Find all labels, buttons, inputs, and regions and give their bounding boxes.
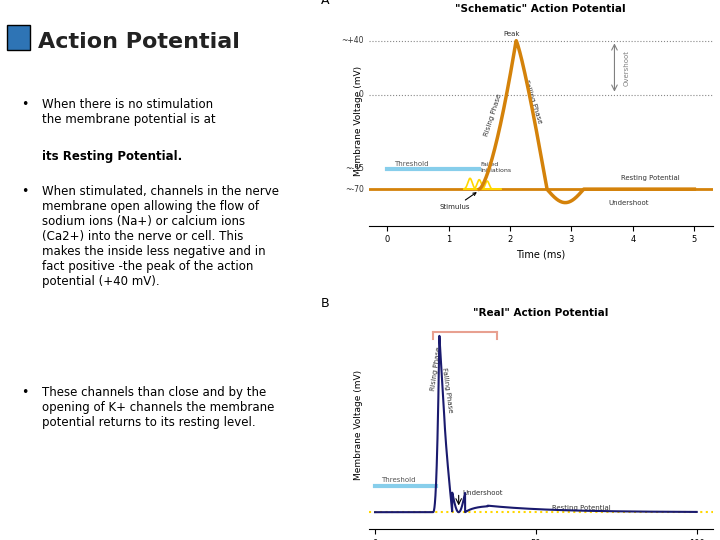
- Text: Action Potential: Action Potential: [38, 31, 240, 52]
- Y-axis label: Membrane Voltage (mV): Membrane Voltage (mV): [354, 66, 363, 176]
- Text: Failed
Initiations: Failed Initiations: [480, 162, 512, 173]
- Title: "Real" Action Potential: "Real" Action Potential: [473, 308, 608, 318]
- Text: Falling Phase: Falling Phase: [523, 79, 543, 124]
- Text: Rising Phase: Rising Phase: [483, 93, 503, 137]
- Text: A: A: [320, 0, 329, 6]
- Text: These channels than close and by the
opening of K+ channels the membrane
potenti: These channels than close and by the ope…: [42, 386, 274, 429]
- Y-axis label: Membrane Voltage (mV): Membrane Voltage (mV): [354, 369, 363, 480]
- Text: 0: 0: [359, 90, 364, 99]
- Text: Threshold: Threshold: [395, 161, 429, 167]
- X-axis label: Time (ms): Time (ms): [516, 250, 565, 260]
- Text: ~+40: ~+40: [341, 36, 364, 45]
- Text: Resting Potential: Resting Potential: [621, 174, 680, 181]
- Text: Resting Potential: Resting Potential: [552, 504, 611, 510]
- Text: Stimulus: Stimulus: [439, 193, 476, 211]
- FancyBboxPatch shape: [7, 25, 30, 50]
- Text: Peak: Peak: [504, 31, 521, 37]
- Text: its Resting Potential.: its Resting Potential.: [42, 150, 182, 163]
- Text: When there is no stimulation
the membrane potential is at: When there is no stimulation the membran…: [42, 98, 215, 126]
- Title: "Schematic" Action Potential: "Schematic" Action Potential: [455, 4, 626, 14]
- Text: B: B: [320, 297, 329, 310]
- Text: Undershoot: Undershoot: [462, 490, 503, 496]
- Text: Falling Phase: Falling Phase: [441, 368, 454, 414]
- Text: When stimulated, channels in the nerve
membrane open allowing the flow of
sodium: When stimulated, channels in the nerve m…: [42, 186, 279, 288]
- Text: Overshoot: Overshoot: [624, 50, 630, 85]
- Text: Rising Phase: Rising Phase: [430, 346, 442, 390]
- Text: •: •: [21, 98, 28, 111]
- Text: ~-55: ~-55: [345, 164, 364, 173]
- Text: Threshold: Threshold: [382, 477, 416, 483]
- Text: ~-70: ~-70: [345, 185, 364, 194]
- Text: •: •: [21, 386, 28, 399]
- Text: •: •: [21, 186, 28, 199]
- Text: Undershoot: Undershoot: [608, 200, 649, 206]
